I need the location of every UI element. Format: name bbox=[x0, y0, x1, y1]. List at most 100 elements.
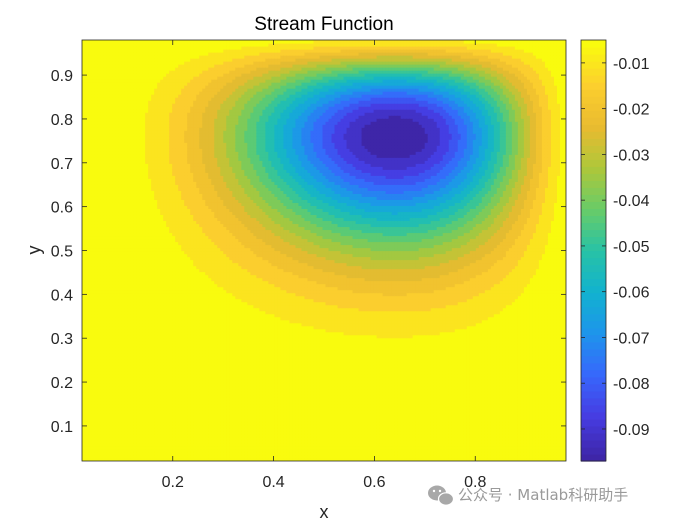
contour-cell bbox=[97, 451, 101, 456]
contour-cell bbox=[142, 139, 146, 143]
contour-cell bbox=[142, 439, 146, 444]
contour-cell bbox=[121, 355, 125, 360]
contour-cell bbox=[130, 406, 134, 411]
contour-cell bbox=[115, 229, 119, 234]
contour-cell bbox=[85, 184, 89, 188]
contour-cell bbox=[97, 154, 101, 158]
contour-cell bbox=[127, 376, 131, 381]
contour-cell bbox=[100, 151, 104, 155]
contour-cell bbox=[145, 184, 149, 188]
contour-cell bbox=[97, 67, 101, 71]
contour-cell bbox=[145, 175, 149, 179]
contour-cell bbox=[112, 130, 116, 134]
contour-cell bbox=[130, 379, 134, 384]
contour-cell bbox=[118, 307, 122, 312]
contour-cell bbox=[82, 49, 86, 53]
contour-cell bbox=[100, 283, 104, 288]
contour-cell bbox=[97, 454, 101, 459]
contour-cell bbox=[97, 430, 101, 435]
contour-cell bbox=[130, 250, 134, 255]
contour-cell bbox=[82, 328, 86, 333]
contour-cell bbox=[136, 145, 140, 149]
contour-cell bbox=[133, 325, 137, 330]
contour-cell bbox=[142, 145, 146, 149]
contour-cell bbox=[124, 49, 128, 53]
contour-cell bbox=[106, 277, 110, 282]
contour-cell bbox=[130, 304, 134, 309]
contour-cell bbox=[127, 199, 131, 203]
contour-cell bbox=[136, 364, 140, 369]
contour-cell bbox=[103, 172, 107, 176]
contour-cell bbox=[121, 58, 125, 62]
contour-cell bbox=[142, 280, 146, 285]
contour-cell bbox=[94, 88, 98, 92]
contour-cell bbox=[100, 328, 104, 333]
contour-cell bbox=[118, 175, 122, 179]
contour-cell bbox=[82, 385, 86, 390]
contour-cell bbox=[88, 331, 92, 336]
contour-cell bbox=[127, 133, 131, 137]
contour-cell bbox=[91, 136, 95, 140]
contour-cell bbox=[88, 289, 92, 294]
contour-cell bbox=[112, 199, 116, 203]
contour-cell bbox=[82, 223, 86, 228]
contour-cell bbox=[94, 241, 98, 246]
contour-cell bbox=[97, 397, 101, 402]
contour-cell bbox=[82, 433, 86, 438]
contour-cell bbox=[148, 421, 152, 426]
contour-cell bbox=[103, 430, 107, 435]
contour-cell bbox=[82, 394, 86, 399]
contour-cell bbox=[121, 301, 125, 306]
contour-cell bbox=[103, 214, 107, 219]
contour-cell bbox=[109, 358, 113, 363]
contour-cell bbox=[103, 448, 107, 453]
contour-cell bbox=[97, 217, 101, 222]
contour-cell bbox=[127, 82, 131, 86]
contour-cell bbox=[124, 46, 128, 50]
contour-cell bbox=[91, 454, 95, 459]
contour-cell bbox=[115, 385, 119, 390]
contour-cell bbox=[97, 88, 101, 92]
contour-cell bbox=[106, 373, 110, 378]
contour-cell bbox=[118, 79, 122, 83]
contour-cell bbox=[100, 184, 104, 188]
contour-cell bbox=[118, 304, 122, 309]
contour-cell bbox=[127, 298, 131, 303]
contour-cell bbox=[88, 433, 92, 438]
contour-cell bbox=[136, 328, 140, 333]
contour-cell bbox=[97, 367, 101, 372]
contour-cell bbox=[103, 349, 107, 354]
contour-cell bbox=[103, 376, 107, 381]
contour-cell bbox=[142, 61, 146, 65]
contour-cell bbox=[127, 91, 131, 95]
contour-cell bbox=[124, 223, 128, 228]
contour-cell bbox=[103, 286, 107, 291]
contour-cell bbox=[88, 103, 92, 107]
contour-cell bbox=[130, 280, 134, 285]
contour-cell bbox=[112, 208, 116, 213]
contour-cell bbox=[118, 61, 122, 65]
contour-cell bbox=[106, 325, 110, 330]
contour-cell bbox=[118, 169, 122, 173]
contour-cell bbox=[115, 235, 119, 240]
contour-cell bbox=[115, 193, 119, 197]
contour-cell bbox=[130, 382, 134, 387]
contour-cell bbox=[109, 433, 113, 438]
contour-cell bbox=[94, 307, 98, 312]
contour-cell bbox=[82, 103, 86, 107]
contour-cell bbox=[88, 379, 92, 384]
contour-cell bbox=[94, 448, 98, 453]
contour-cell bbox=[142, 217, 146, 222]
contour-cell bbox=[106, 205, 110, 209]
contour-cell bbox=[118, 163, 122, 167]
contour-cell bbox=[109, 235, 113, 240]
contour-cell bbox=[91, 52, 95, 56]
contour-cell bbox=[118, 73, 122, 77]
contour-cell bbox=[115, 352, 119, 357]
contour-cell bbox=[133, 457, 137, 461]
contour-cell bbox=[85, 328, 89, 333]
contour-cell bbox=[115, 67, 119, 71]
contour-cell bbox=[91, 352, 95, 357]
contour-cell bbox=[136, 202, 140, 206]
contour-cell bbox=[112, 79, 116, 83]
